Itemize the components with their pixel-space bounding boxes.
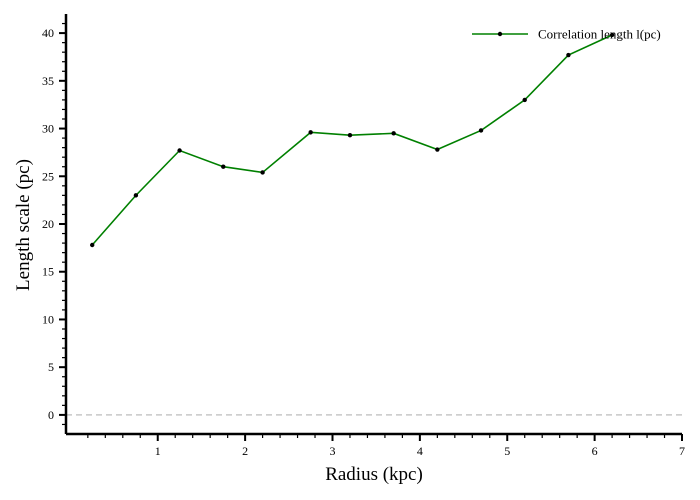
data-point	[90, 242, 95, 248]
axes: 0 5 10 15 20 25 30 35 40 1 2 3 4 5 6 7	[42, 14, 685, 458]
data-point	[308, 130, 313, 135]
y-tick-label: 40	[42, 26, 54, 40]
y-tick-label: 5	[48, 360, 54, 374]
data-point	[260, 170, 265, 175]
legend-label: Correlation length l(pc)	[538, 27, 661, 42]
y-tick-label: 20	[42, 217, 54, 231]
y-tick-label: 10	[42, 312, 54, 326]
y-tick-label: 0	[48, 408, 54, 422]
data-point	[221, 164, 226, 169]
x-tick-label: 6	[592, 444, 598, 458]
data-point	[133, 193, 139, 198]
y-tick-label: 15	[42, 265, 54, 279]
x-tick-label: 4	[417, 444, 423, 458]
x-tick-label: 2	[242, 444, 248, 458]
data-point	[478, 128, 484, 133]
y-tick-label: 25	[42, 169, 54, 183]
data-point	[347, 133, 353, 138]
data-point	[609, 32, 615, 38]
x-tick-label: 3	[329, 444, 335, 458]
data-point	[177, 148, 182, 153]
series-line	[91, 34, 613, 246]
x-axis-title: Radius (kpc)	[325, 464, 423, 485]
data-point	[522, 97, 527, 103]
data-point	[566, 52, 571, 58]
legend: Correlation length l(pc)	[472, 27, 661, 42]
legend-marker	[497, 31, 503, 37]
data-point	[391, 131, 396, 136]
series-layer	[90, 32, 615, 248]
x-tick-label: 1	[155, 444, 161, 458]
y-axis-title: Length scale (pc)	[13, 159, 34, 291]
y-tick-label: 30	[42, 122, 54, 136]
x-tick-label: 5	[504, 444, 510, 458]
data-point	[435, 147, 440, 152]
x-tick-label: 7	[679, 444, 685, 458]
y-tick-label: 35	[42, 74, 54, 88]
